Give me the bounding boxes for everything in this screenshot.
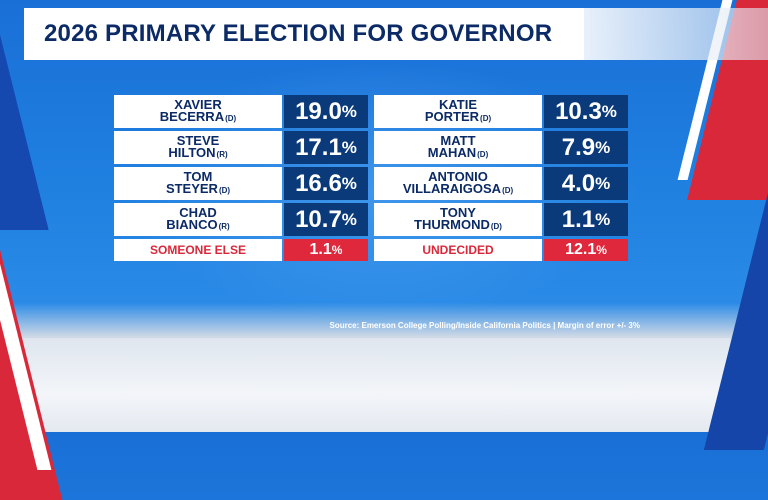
candidate-row: KATIE PORTER(D) 10.3% [374, 95, 628, 128]
candidate-first-name: TONY [440, 204, 476, 220]
decorative-blue-stripe-right [703, 160, 768, 450]
candidate-last-name: BIANCO [166, 216, 218, 232]
candidate-last-name-line: THURMOND(D) [414, 216, 502, 233]
someone-else-percentage: 1.1% [284, 239, 368, 261]
party-label: (D) [218, 185, 231, 195]
percent-sign: % [595, 209, 611, 229]
candidate-last-name-line: PORTER(D) [424, 108, 492, 125]
candidate-last-name-line: HILTON(R) [168, 144, 228, 161]
candidate-row: STEVE HILTON(R) 17.1% [114, 131, 368, 164]
percentage-value: 4.0 [561, 169, 596, 197]
background-bottom-band [0, 338, 768, 432]
percent-sign: % [595, 173, 611, 193]
percentage-value: 12.1 [565, 241, 597, 258]
undecided-percentage: 12.1% [544, 239, 628, 261]
candidate-name: KATIE PORTER(D) [374, 95, 542, 128]
percent-sign: % [341, 101, 357, 121]
candidate-last-name-line: BIANCO(R) [166, 216, 230, 233]
percent-sign: % [341, 173, 357, 193]
party-label: (D) [480, 113, 492, 123]
percentage-value: 16.6 [295, 169, 342, 197]
party-label: (D) [477, 149, 489, 159]
candidate-name: MATT MAHAN(D) [374, 131, 542, 164]
candidate-last-name: HILTON [168, 144, 216, 160]
candidate-name: TOM STEYER(D) [114, 167, 282, 200]
percent-sign: % [595, 137, 611, 157]
results-column-right: KATIE PORTER(D) 10.3% MATT MAHAN(D) 7.9%… [374, 95, 628, 261]
candidate-row: MATT MAHAN(D) 7.9% [374, 131, 628, 164]
source-note: Source: Emerson College Polling/Inside C… [329, 321, 640, 330]
percentage-value: 19.0 [295, 97, 342, 125]
candidate-percentage: 10.7% [284, 203, 368, 236]
candidate-percentage: 4.0% [544, 167, 628, 200]
candidate-last-name: VILLARAIGOSA [402, 180, 502, 196]
candidate-name: STEVE HILTON(R) [114, 131, 282, 164]
percentage-value: 1.1 [561, 205, 596, 233]
undecided-row: UNDECIDED 12.1% [374, 239, 628, 261]
candidate-percentage: 1.1% [544, 203, 628, 236]
candidate-first-name: CHAD [179, 204, 217, 220]
candidate-first-name: MATT [440, 132, 476, 148]
candidate-percentage: 17.1% [284, 131, 368, 164]
page-title: 2026 PRIMARY ELECTION FOR GOVERNOR [44, 20, 553, 47]
percentage-value: 1.1 [309, 241, 332, 258]
candidate-row: CHAD BIANCO(R) 10.7% [114, 203, 368, 236]
candidate-last-name-line: STEYER(D) [165, 180, 231, 197]
candidate-last-name-line: BECERRA(D) [159, 108, 237, 125]
percent-sign: % [601, 101, 617, 121]
title-bar: 2026 PRIMARY ELECTION FOR GOVERNOR [24, 8, 584, 60]
someone-else-row: SOMEONE ELSE 1.1% [114, 239, 368, 261]
candidate-percentage: 10.3% [544, 95, 628, 128]
candidate-percentage: 7.9% [544, 131, 628, 164]
candidate-last-name: MAHAN [427, 144, 477, 160]
candidate-percentage: 19.0% [284, 95, 368, 128]
candidate-last-name: THURMOND [414, 216, 490, 232]
candidate-row: TOM STEYER(D) 16.6% [114, 167, 368, 200]
candidate-name: TONY THURMOND(D) [374, 203, 542, 236]
results-table: XAVIER BECERRA(D) 19.0% STEVE HILTON(R) … [114, 95, 630, 261]
candidate-first-name: KATIE [438, 96, 478, 112]
percentage-value: 17.1 [295, 133, 342, 161]
candidate-percentage: 16.6% [284, 167, 368, 200]
undecided-label: UNDECIDED [374, 239, 542, 261]
party-label: (D) [225, 113, 237, 123]
percentage-value: 7.9 [561, 133, 596, 161]
party-label: (R) [218, 221, 230, 231]
party-label: (R) [216, 149, 228, 159]
candidate-last-name: BECERRA [159, 108, 225, 124]
percent-sign: % [341, 209, 357, 229]
someone-else-label: SOMEONE ELSE [114, 239, 282, 261]
candidate-name: XAVIER BECERRA(D) [114, 95, 282, 128]
candidate-last-name: PORTER [424, 108, 480, 124]
candidate-first-name: TOM [183, 168, 213, 184]
party-label: (D) [502, 185, 514, 195]
candidate-name: CHAD BIANCO(R) [114, 203, 282, 236]
candidate-first-name: XAVIER [174, 96, 222, 112]
candidate-name: ANTONIO VILLARAIGOSA(D) [374, 167, 542, 200]
results-column-left: XAVIER BECERRA(D) 19.0% STEVE HILTON(R) … [114, 95, 368, 261]
party-label: (D) [490, 221, 502, 231]
percent-sign: % [596, 243, 607, 257]
candidate-row: ANTONIO VILLARAIGOSA(D) 4.0% [374, 167, 628, 200]
candidate-last-name-line: VILLARAIGOSA(D) [402, 180, 514, 197]
candidate-last-name-line: MAHAN(D) [427, 144, 489, 161]
percent-sign: % [331, 243, 343, 257]
candidate-row: TONY THURMOND(D) 1.1% [374, 203, 628, 236]
title-bar-fade [560, 8, 768, 60]
candidate-row: XAVIER BECERRA(D) 19.0% [114, 95, 368, 128]
percentage-value: 10.3 [555, 97, 602, 125]
candidate-last-name: STEYER [165, 180, 218, 196]
candidate-first-name: STEVE [176, 132, 220, 148]
percentage-value: 10.7 [295, 205, 342, 233]
candidate-first-name: ANTONIO [428, 168, 488, 184]
percent-sign: % [341, 137, 357, 157]
